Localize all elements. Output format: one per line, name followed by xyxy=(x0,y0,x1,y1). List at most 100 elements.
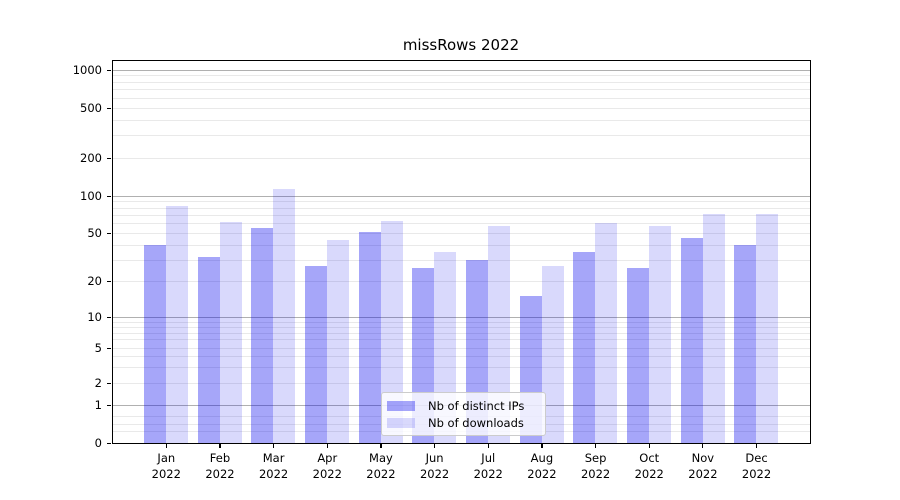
y-tick-label: 1000 xyxy=(72,62,102,77)
x-tick-mark xyxy=(219,444,221,449)
bar-distinct-ips xyxy=(144,245,167,443)
x-tick-label: Dec 2022 xyxy=(741,451,772,481)
gridline-minor xyxy=(113,326,810,328)
x-tick-mark xyxy=(165,444,167,449)
x-tick-label: Sep 2022 xyxy=(580,451,611,481)
bar-downloads xyxy=(541,265,564,443)
gridline-minor xyxy=(113,347,810,349)
chart-title: missRows 2022 xyxy=(402,36,520,54)
y-tick-mark xyxy=(106,195,111,197)
bar-distinct-ips xyxy=(680,237,703,443)
x-tick-mark xyxy=(702,444,704,449)
x-tick-mark xyxy=(755,444,758,449)
x-tick-mark xyxy=(648,444,650,449)
x-tick-mark xyxy=(273,444,275,449)
bar-downloads xyxy=(219,221,242,443)
x-tick-label: Jul 2022 xyxy=(473,451,503,481)
bar-downloads xyxy=(488,226,511,443)
legend-swatch-distinct-ips xyxy=(387,400,415,411)
x-tick-label: Aug 2022 xyxy=(527,451,557,481)
gridline-minor xyxy=(113,157,810,159)
gridline-minor xyxy=(113,339,810,341)
bar-distinct-ips xyxy=(251,228,274,443)
x-tick-mark xyxy=(541,444,543,449)
x-tick-mark xyxy=(434,444,436,449)
gridline-minor xyxy=(113,75,810,77)
y-tick-mark xyxy=(106,404,111,406)
x-tick-mark xyxy=(380,444,382,449)
gridline-minor xyxy=(113,135,810,137)
bar-distinct-ips xyxy=(573,252,596,443)
x-tick-label: Mar 2022 xyxy=(258,451,289,481)
y-tick-label: 1 xyxy=(94,397,102,412)
y-tick-label: 100 xyxy=(80,188,102,203)
legend-label-downloads: Nb of downloads xyxy=(428,415,524,430)
plot-area: Nb of distinct IPs Nb of downloads xyxy=(112,60,811,444)
x-tick-mark xyxy=(594,444,597,449)
bar-downloads xyxy=(380,221,403,443)
y-tick-mark xyxy=(106,107,111,109)
x-tick-label: Nov 2022 xyxy=(688,451,718,481)
x-tick-label: Jun 2022 xyxy=(419,451,450,481)
bar-downloads xyxy=(702,213,725,443)
y-tick-label: 2 xyxy=(94,375,102,390)
gridline-minor xyxy=(113,244,810,246)
legend-swatch-downloads xyxy=(387,417,415,428)
gridline-minor xyxy=(113,233,810,234)
legend-item-distinct-ips: Nb of distinct IPs xyxy=(387,399,537,413)
gridline-minor xyxy=(113,321,810,323)
x-tick-label: Oct 2022 xyxy=(634,451,664,481)
gridline-minor xyxy=(113,223,810,225)
x-tick-label: Jan 2022 xyxy=(151,451,181,481)
x-tick-mark xyxy=(326,444,328,449)
x-tick-mark xyxy=(487,444,489,449)
gridline-minor xyxy=(113,119,810,121)
gridline-minor xyxy=(113,107,810,109)
y-tick-mark xyxy=(106,281,111,283)
bar-downloads xyxy=(756,213,779,443)
bar-downloads xyxy=(273,189,296,443)
bar-distinct-ips xyxy=(734,245,757,443)
x-tick-label: Feb 2022 xyxy=(205,451,235,481)
gridline-major xyxy=(113,69,810,71)
y-tick-mark xyxy=(106,347,111,349)
y-tick-mark xyxy=(106,317,111,319)
gridline-minor xyxy=(113,214,810,216)
gridline-major xyxy=(113,317,810,318)
gridline-minor xyxy=(113,207,810,209)
legend-item-downloads: Nb of downloads xyxy=(387,416,537,430)
gridline-minor xyxy=(113,81,810,83)
y-tick-label: 500 xyxy=(80,100,102,115)
y-tick-mark xyxy=(106,382,111,384)
bar-downloads xyxy=(327,240,350,443)
bar-downloads xyxy=(649,226,672,443)
gridline-minor xyxy=(113,356,810,358)
y-tick-label: 5 xyxy=(94,340,102,355)
gridline-minor xyxy=(113,382,810,384)
y-tick-mark xyxy=(106,233,111,235)
y-tick-label: 20 xyxy=(87,274,102,289)
gridline-minor xyxy=(113,281,810,282)
bar-distinct-ips xyxy=(305,265,328,443)
gridline-minor xyxy=(113,97,810,99)
legend: Nb of distinct IPs Nb of downloads xyxy=(381,392,546,436)
bar-downloads xyxy=(595,222,618,443)
x-tick-label: Apr 2022 xyxy=(312,451,342,481)
y-tick-mark xyxy=(106,157,111,159)
gridline-major xyxy=(113,195,810,197)
bar-distinct-ips xyxy=(358,232,381,443)
y-tick-label: 10 xyxy=(87,310,102,325)
y-tick-label: 50 xyxy=(87,226,102,241)
y-tick-label: 200 xyxy=(80,150,102,165)
gridline-minor xyxy=(113,89,810,91)
x-tick-label: May 2022 xyxy=(366,451,396,481)
legend-label-distinct-ips: Nb of distinct IPs xyxy=(428,398,525,413)
y-tick-label: 0 xyxy=(94,435,102,450)
gridline-minor xyxy=(113,259,810,261)
gridline-minor xyxy=(113,201,810,203)
gridline-minor xyxy=(113,332,810,334)
bar-downloads xyxy=(166,206,189,443)
bar-distinct-ips xyxy=(627,267,650,443)
y-tick-mark xyxy=(106,69,111,71)
